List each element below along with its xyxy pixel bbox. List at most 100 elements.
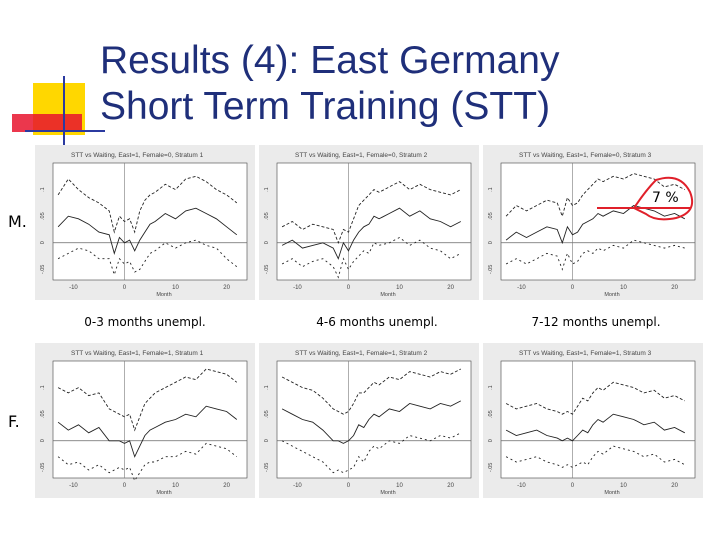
x-tick-label: 0: [123, 483, 127, 489]
y-tick-label: 0: [488, 439, 494, 442]
y-tick-label: .1: [264, 385, 270, 390]
chart-panel-female-stratum-2: STT vs Waiting, East=1, Female=1, Stratu…: [259, 343, 479, 498]
chart-panel-male-stratum-1: STT vs Waiting, East=1, Female=0, Stratu…: [35, 145, 255, 300]
chart-svg: STT vs Waiting, East=1, Female=0, Stratu…: [40, 152, 248, 298]
plot-area: [52, 360, 248, 479]
x-axis-label: Month: [380, 490, 395, 496]
x-tick-label: -10: [293, 285, 302, 291]
y-tick-label: .05: [264, 212, 270, 220]
x-tick-label: 0: [347, 483, 351, 489]
plot-area: [276, 360, 472, 479]
y-tick-label: 0: [488, 241, 494, 244]
y-tick-label: -.05: [264, 463, 270, 472]
y-tick-label: .05: [40, 410, 46, 418]
chart-svg: STT vs Waiting, East=1, Female=1, Stratu…: [488, 350, 696, 496]
chart-svg: STT vs Waiting, East=1, Female=0, Stratu…: [264, 152, 472, 298]
y-tick-label: .1: [488, 187, 494, 192]
x-tick-label: 20: [447, 285, 454, 291]
y-tick-label: .05: [40, 212, 46, 220]
x-tick-label: 0: [571, 285, 575, 291]
chart-svg: STT vs Waiting, East=1, Female=0, Stratu…: [488, 152, 696, 298]
y-tick-label: -.05: [264, 265, 270, 274]
y-tick-label: -.05: [40, 463, 46, 472]
slide-title: Results (4): East Germany Short Term Tra…: [100, 38, 700, 130]
y-tick-label: 0: [264, 439, 270, 442]
y-tick-label: .05: [488, 212, 494, 220]
y-tick-label: -.05: [488, 463, 494, 472]
x-tick-label: -10: [517, 483, 526, 489]
deco-blue-line-vertical: [63, 76, 65, 150]
y-tick-label: .05: [264, 410, 270, 418]
x-tick-label: 20: [223, 285, 230, 291]
x-axis-label: Month: [604, 292, 619, 298]
chart-panel-female-stratum-1: STT vs Waiting, East=1, Female=1, Stratu…: [35, 343, 255, 498]
x-axis-label: Month: [380, 292, 395, 298]
series-line-1: [505, 413, 686, 442]
series-line-1: [57, 405, 238, 458]
column-label-0-3: 0-3 months unempl.: [84, 315, 206, 329]
x-tick-label: 10: [396, 285, 403, 291]
annotation-label: 7 %: [652, 190, 679, 206]
chart-title: STT vs Waiting, East=1, Female=0, Stratu…: [295, 152, 428, 159]
x-tick-label: 0: [347, 285, 351, 291]
plot-area: [276, 162, 472, 281]
series-line-1: [281, 207, 462, 260]
x-tick-label: 0: [123, 285, 127, 291]
chart-panel-female-stratum-3: STT vs Waiting, East=1, Female=1, Stratu…: [483, 343, 703, 498]
column-label-7-12: 7-12 months unempl.: [531, 315, 661, 329]
chart-title: STT vs Waiting, East=1, Female=1, Stratu…: [519, 350, 652, 357]
y-tick-label: .05: [488, 410, 494, 418]
series-line-3: [505, 445, 686, 468]
chart-panel-male-stratum-3: STT vs Waiting, East=1, Female=0, Stratu…: [483, 145, 703, 300]
chart-title: STT vs Waiting, East=1, Female=0, Stratu…: [71, 152, 204, 159]
x-tick-label: -10: [69, 483, 78, 489]
y-tick-label: -.05: [488, 265, 494, 274]
x-tick-label: 10: [172, 483, 179, 489]
x-tick-label: 10: [172, 285, 179, 291]
series-line-3: [57, 442, 238, 482]
chart-svg: STT vs Waiting, East=1, Female=1, Stratu…: [264, 350, 472, 496]
title-line-2: Short Term Training (STT): [100, 85, 551, 128]
series-line-2: [281, 181, 462, 245]
chart-title: STT vs Waiting, East=1, Female=1, Stratu…: [295, 350, 428, 357]
x-axis-label: Month: [604, 490, 619, 496]
row-label-female: F.: [8, 412, 20, 431]
x-tick-label: 10: [620, 483, 627, 489]
chart-panel-male-stratum-2: STT vs Waiting, East=1, Female=0, Stratu…: [259, 145, 479, 300]
plot-area: [52, 162, 248, 281]
chart-title: STT vs Waiting, East=1, Female=1, Stratu…: [71, 350, 204, 357]
series-line-2: [57, 175, 238, 234]
series-line-3: [281, 236, 462, 279]
y-tick-label: .1: [488, 385, 494, 390]
x-axis-label: Month: [156, 490, 171, 496]
chart-title: STT vs Waiting, East=1, Female=0, Stratu…: [519, 152, 652, 159]
x-tick-label: 0: [571, 483, 575, 489]
x-axis-label: Month: [156, 292, 171, 298]
y-tick-label: 0: [264, 241, 270, 244]
y-tick-label: -.05: [40, 265, 46, 274]
y-tick-label: .1: [40, 187, 46, 192]
chart-svg: STT vs Waiting, East=1, Female=1, Stratu…: [40, 350, 248, 496]
y-tick-label: .1: [40, 385, 46, 390]
series-line-1: [281, 400, 462, 444]
series-line-3: [505, 239, 685, 271]
title-line-1: Results (4): East Germany: [100, 39, 560, 82]
x-tick-label: 10: [620, 285, 627, 291]
y-tick-label: 0: [40, 439, 46, 442]
series-line-3: [57, 239, 238, 277]
x-tick-label: 10: [396, 483, 403, 489]
deco-blue-line-horizontal: [25, 130, 105, 132]
series-line-2: [505, 381, 686, 415]
row-label-male: M.: [8, 212, 27, 231]
series-line-2: [281, 368, 462, 415]
x-tick-label: -10: [69, 285, 78, 291]
series-line-1: [57, 207, 238, 255]
x-tick-label: -10: [293, 483, 302, 489]
x-tick-label: 20: [223, 483, 230, 489]
y-tick-label: 0: [40, 241, 46, 244]
column-label-4-6: 4-6 months unempl.: [316, 315, 438, 329]
x-tick-label: 20: [447, 483, 454, 489]
x-tick-label: 20: [671, 483, 678, 489]
x-tick-label: -10: [517, 285, 526, 291]
x-tick-label: 20: [671, 285, 678, 291]
